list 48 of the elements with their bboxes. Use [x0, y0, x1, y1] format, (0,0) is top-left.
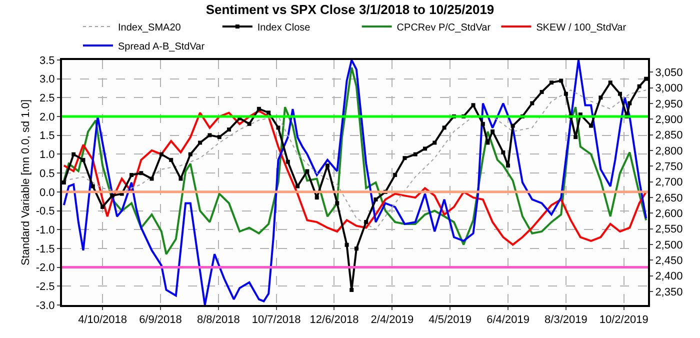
legend-label: SKEW / 100_StdVar	[536, 22, 627, 34]
y2-tick-label: 2,950	[655, 98, 683, 110]
y2-tick-label: 2,400	[655, 270, 683, 283]
x-tick-label: 2/4/2019	[370, 314, 414, 326]
y-tick-label: 0.5	[40, 168, 55, 180]
y2-tick-label: 2,750	[655, 161, 683, 174]
y2-tick-label: 2,450	[655, 255, 683, 268]
x-tick-label: 8/3/2019	[544, 314, 588, 326]
x-tick-label: 4/10/2018	[78, 314, 128, 326]
y-tick-label: 2.5	[40, 92, 55, 105]
y-tick-label: 1.5	[40, 130, 55, 142]
y-tick-label: 3.5	[40, 54, 55, 67]
y2-tick-label: 2,500	[655, 239, 683, 252]
y-tick-label: 2.0	[40, 111, 55, 124]
x-tick-label: 8/8/2018	[196, 314, 240, 326]
x-tick-label: 10/7/2018	[252, 314, 301, 326]
chart-title: Sentiment vs SPX Close 3/1/2018 to 10/25/2019	[206, 2, 494, 18]
y2-tick-label: 2,600	[655, 208, 683, 220]
x-tick-label: 4/5/2019	[428, 314, 472, 326]
y-axis-title: Standard Variable [mn 0.0, sd 1.0]	[20, 99, 32, 266]
x-tick-label: 12/6/2018	[310, 314, 359, 326]
y2-tick-label: 2,350	[655, 286, 683, 298]
y2-tick-label: 2,550	[655, 224, 683, 236]
line-series	[63, 90, 647, 230]
y-tick-label: -1.5	[36, 243, 55, 256]
x-tick-label: 10/2/2019	[599, 314, 648, 326]
y-tick-label: -3.0	[36, 300, 55, 312]
y2-tick-label: 2,800	[655, 145, 683, 158]
y-tick-label: 3.0	[40, 74, 55, 86]
y2-tick-label: 2,850	[655, 130, 683, 142]
y-tick-label: 0.0	[40, 186, 55, 199]
y2-tick-label: 2,900	[655, 114, 683, 126]
y2-tick-label: 2,650	[655, 192, 683, 204]
legend-label: Index_SMA20	[118, 22, 182, 34]
x-tick-label: 6/4/2019	[486, 314, 530, 326]
y-tick-label: -2.5	[36, 281, 55, 293]
line-series	[62, 66, 648, 256]
legend-label: Index Close	[257, 22, 311, 34]
y-tick-label: -1.0	[36, 224, 55, 236]
x-tick-label: 6/9/2018	[139, 314, 182, 326]
y2-tick-label: 2,700	[655, 176, 683, 189]
legend-label: Spread A-B_StdVar	[118, 41, 206, 52]
y-tick-label: -2.0	[36, 262, 55, 274]
y-tick-label: 1.0	[40, 149, 55, 162]
y-tick-label: -0.5	[36, 206, 55, 218]
y2-tick-label: 3,050	[655, 67, 683, 80]
y2-tick-label: 3,000	[655, 82, 683, 95]
legend-label: CPCRev P/C_StdVar	[396, 22, 492, 34]
